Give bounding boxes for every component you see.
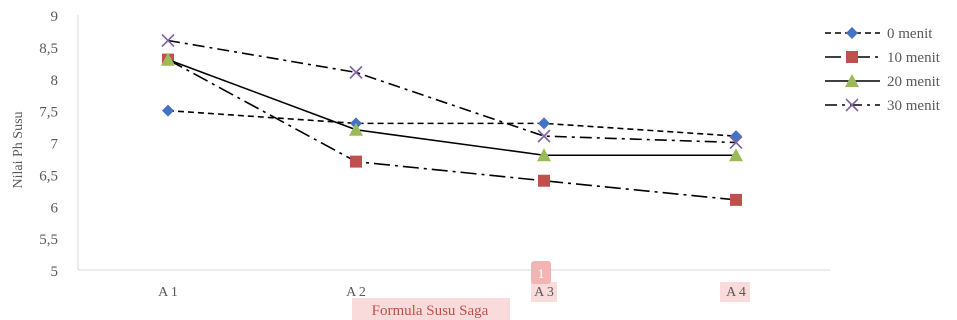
data-point <box>730 193 742 206</box>
x-tick-label: A 1 <box>158 285 178 300</box>
x-tick-label: A 3 <box>534 285 554 300</box>
legend-marker <box>845 98 859 112</box>
y-tick-label: 5,5 <box>39 232 58 248</box>
legend-marker <box>845 74 859 87</box>
comment-marker-box <box>531 261 551 284</box>
legend-label: 20 menit <box>887 74 941 90</box>
x-axis-label-highlight <box>352 298 510 320</box>
series-3 <box>161 33 743 150</box>
comment-marker: 1 <box>531 261 551 284</box>
x-axis-label: Formula Susu Saga <box>372 303 489 319</box>
legend-entry: 0 menit <box>825 26 933 42</box>
series-line <box>167 58 737 201</box>
legend-entry: 30 menit <box>825 98 941 114</box>
data-point <box>161 52 175 66</box>
y-tick-label: 6,5 <box>39 168 58 184</box>
y-tick-label: 8,5 <box>39 41 58 57</box>
marker-stroke <box>537 129 551 143</box>
data-point <box>162 104 174 117</box>
data-point <box>538 117 550 130</box>
series-line <box>167 109 737 137</box>
legend-marker <box>846 27 858 39</box>
marker-stroke <box>729 135 743 150</box>
legend-entry: 10 menit <box>825 50 941 66</box>
data-point <box>161 33 175 48</box>
data-point <box>729 135 743 150</box>
legend-label: 30 menit <box>887 98 941 114</box>
data-point <box>349 122 363 136</box>
y-tick-label: 9 <box>51 9 59 25</box>
data-point <box>538 174 550 187</box>
y-tick-label: 7 <box>51 137 59 153</box>
marker-stroke <box>349 65 363 79</box>
y-tick-label: 7,5 <box>39 105 58 121</box>
series-1 <box>162 53 742 206</box>
y-axis-label: Nilai Ph Susu <box>11 111 26 188</box>
x-axis-ticks: A 1 A 2 A 3 A 4 <box>158 285 746 300</box>
series-0 <box>162 104 742 143</box>
chart-axes <box>77 15 830 271</box>
y-axis-ticks: 5 5,5 6 6,5 7 7,5 8 8,5 9 <box>39 9 58 280</box>
highlight-layer <box>352 282 750 320</box>
tick-a3-highlight <box>531 282 557 302</box>
marker-stroke <box>845 98 859 112</box>
data-point <box>537 129 551 143</box>
data-point <box>730 130 742 143</box>
tick-a4-highlight <box>720 282 750 302</box>
x-tick-label: A 4 <box>726 285 746 300</box>
y-tick-label: 8 <box>51 73 59 89</box>
legend-entry: 20 menit <box>825 74 941 90</box>
legend-marker <box>846 51 858 63</box>
legend-label: 10 menit <box>887 50 941 66</box>
series-2 <box>161 52 743 162</box>
data-point <box>729 148 743 162</box>
legend: 0 menit 10 menit 20 menit 30 menit <box>825 26 941 114</box>
x-tick-label: A 2 <box>346 285 366 300</box>
marker-stroke <box>161 33 175 48</box>
series-line <box>167 39 737 144</box>
y-tick-label: 6 <box>51 200 59 216</box>
series-layer <box>161 33 743 206</box>
series-line <box>167 58 736 157</box>
legend-label: 0 menit <box>887 26 933 42</box>
data-point <box>537 148 551 162</box>
data-point <box>349 65 363 79</box>
data-point <box>350 155 362 168</box>
comment-marker-label: 1 <box>538 266 545 281</box>
y-tick-label: 5 <box>51 264 59 280</box>
